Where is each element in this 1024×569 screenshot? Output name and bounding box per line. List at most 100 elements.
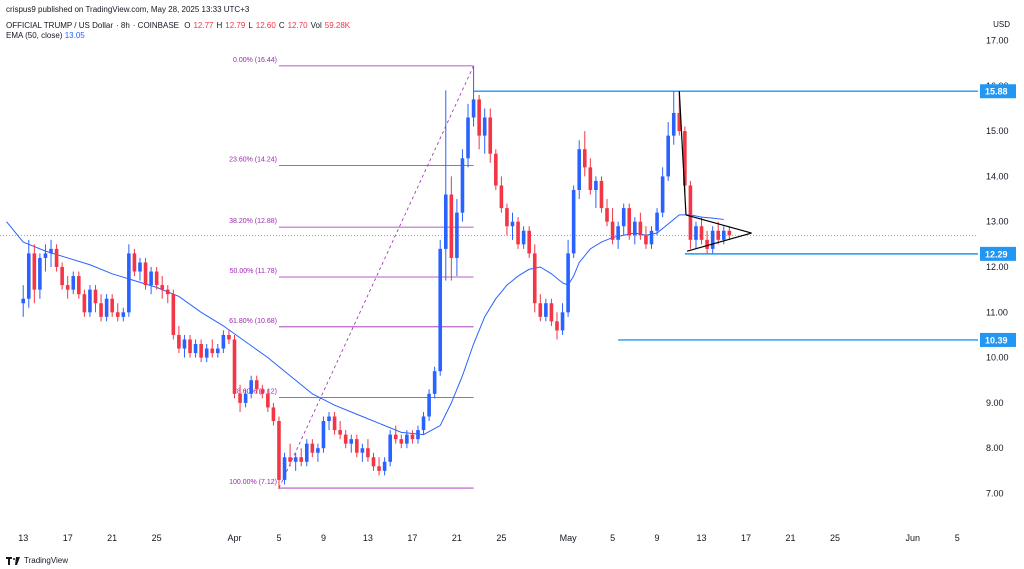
x-axis-tick-label: 13 bbox=[18, 533, 28, 543]
candle-down bbox=[54, 248, 59, 267]
symbol-interval[interactable]: 8h bbox=[120, 21, 130, 30]
candle-up bbox=[304, 443, 309, 462]
candle-down bbox=[555, 321, 559, 331]
pennant-pole-line[interactable] bbox=[678, 91, 687, 215]
candle-down bbox=[310, 443, 315, 453]
ema-line bbox=[6, 214, 724, 436]
candle-up bbox=[633, 221, 637, 236]
candle-down bbox=[82, 294, 87, 313]
symbol-exchange: COINBASE bbox=[137, 21, 180, 30]
ema-value: 13.05 bbox=[64, 31, 85, 40]
candle-up bbox=[471, 99, 476, 118]
candle-down bbox=[588, 167, 593, 190]
candle-down bbox=[727, 230, 732, 236]
ohlc-c-value: 12.70 bbox=[287, 21, 308, 30]
ohlc-l-label: L bbox=[248, 21, 253, 30]
candle-down bbox=[410, 434, 415, 440]
candle-down bbox=[549, 303, 554, 322]
candle-up bbox=[649, 230, 654, 245]
candle-up bbox=[293, 457, 298, 462]
candle-up bbox=[405, 434, 409, 444]
candle-down bbox=[160, 285, 165, 290]
fib-level-label: 50.00% (11.78) bbox=[230, 268, 277, 275]
candle-down bbox=[254, 380, 259, 390]
candle-down bbox=[177, 334, 181, 349]
x-axis-tick-label: 21 bbox=[785, 533, 795, 543]
ohlc-o-label: O bbox=[184, 21, 191, 30]
candle-up bbox=[88, 289, 92, 313]
candle-up bbox=[193, 344, 198, 354]
fib-level-label: 23.60% (14.24) bbox=[229, 157, 277, 164]
candle-up bbox=[127, 253, 131, 313]
x-axis-tick-label: 17 bbox=[741, 533, 751, 543]
candle-up bbox=[544, 303, 548, 317]
candle-down bbox=[60, 267, 64, 286]
ohlc-l-value: 12.60 bbox=[255, 21, 276, 30]
pennant-upper-line[interactable] bbox=[685, 214, 752, 234]
ohlc-vol-label: Vol bbox=[310, 21, 322, 30]
candle-down bbox=[299, 457, 304, 462]
x-axis-tick-label: 25 bbox=[830, 533, 840, 543]
tradingview-logo-icon bbox=[6, 556, 20, 565]
candle-up bbox=[616, 226, 620, 240]
symbol-name[interactable]: OFFICIAL TRUMP / US Dollar bbox=[6, 21, 113, 30]
candle-up bbox=[571, 189, 576, 254]
x-axis-tick-label: 13 bbox=[697, 533, 707, 543]
candle-down bbox=[393, 434, 398, 440]
pennant-lower-line[interactable] bbox=[686, 232, 752, 252]
price-label-box bbox=[980, 84, 1016, 99]
candle-down bbox=[627, 208, 632, 236]
candle-up bbox=[382, 461, 387, 471]
candle-up bbox=[460, 158, 465, 213]
candle-down bbox=[188, 339, 192, 354]
x-axis-tick-label: 13 bbox=[363, 533, 373, 543]
candle-down bbox=[494, 153, 498, 186]
candle-up bbox=[655, 212, 659, 231]
candle-down bbox=[210, 348, 215, 354]
candle-up bbox=[594, 180, 598, 190]
candle-down bbox=[199, 344, 203, 358]
candle-down bbox=[538, 303, 543, 317]
candle-down bbox=[516, 221, 520, 245]
fib-level-label: 100.00% (7.12) bbox=[229, 479, 277, 486]
candle-up bbox=[660, 176, 665, 213]
candle-down bbox=[65, 285, 70, 290]
candle-down bbox=[115, 312, 120, 317]
candle-down bbox=[143, 262, 148, 286]
candle-up bbox=[221, 334, 226, 349]
candle-up bbox=[721, 230, 726, 240]
candle-up bbox=[482, 117, 487, 136]
x-axis-tick-label: 17 bbox=[407, 533, 417, 543]
candle-up bbox=[249, 380, 253, 394]
ema-legend[interactable]: EMA (50, close) 13.05 bbox=[6, 31, 85, 41]
candle-up bbox=[510, 221, 515, 227]
candle-down bbox=[338, 430, 342, 435]
price-label: 15.88 bbox=[985, 87, 1008, 97]
ema-label: EMA (50, close) bbox=[6, 31, 63, 40]
candle-down bbox=[449, 194, 454, 258]
candle-up bbox=[204, 348, 209, 358]
candle-up bbox=[121, 312, 126, 317]
candle-up bbox=[427, 393, 431, 417]
candle-down bbox=[371, 457, 376, 467]
candle-up bbox=[710, 230, 715, 249]
fib-level-label: 61.80% (10.68) bbox=[229, 318, 277, 325]
candle-up bbox=[316, 448, 320, 453]
candle-up bbox=[243, 393, 248, 403]
currency-label: USD bbox=[993, 20, 1010, 29]
candle-up bbox=[26, 253, 31, 299]
candle-down bbox=[332, 416, 337, 431]
tradingview-footer: TradingView bbox=[6, 556, 68, 565]
candle-down bbox=[699, 226, 704, 240]
candle-up bbox=[360, 448, 365, 453]
x-axis-tick-label: 5 bbox=[276, 533, 281, 543]
candle-up bbox=[566, 253, 570, 313]
candle-up bbox=[71, 276, 76, 290]
candle-down bbox=[499, 185, 504, 209]
candle-up bbox=[282, 457, 287, 480]
candle-up bbox=[38, 257, 42, 290]
x-axis-tick-label: 25 bbox=[152, 533, 162, 543]
candle-down bbox=[99, 303, 103, 317]
candle-up bbox=[43, 253, 48, 258]
